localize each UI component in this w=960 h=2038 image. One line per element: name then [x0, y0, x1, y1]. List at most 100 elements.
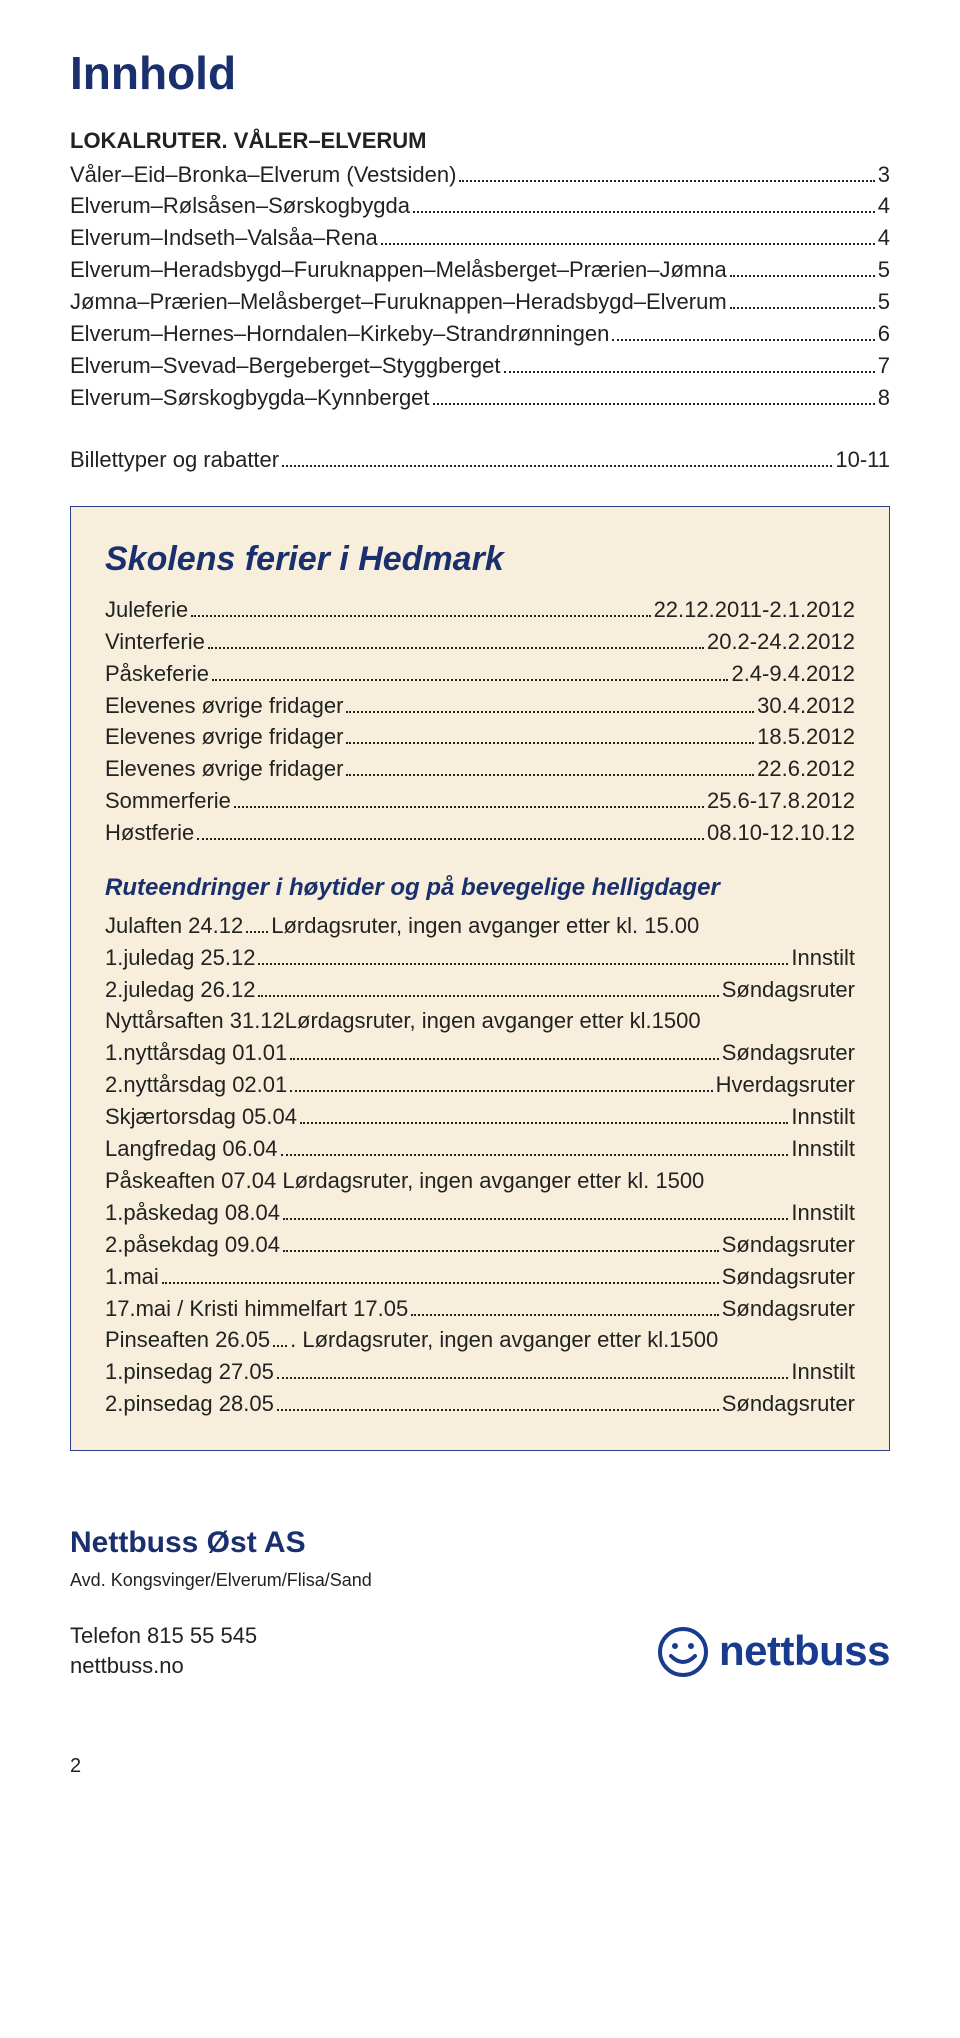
route-dots [411, 1314, 718, 1316]
route-row: Julaften 24.12 Lørdagsruter, ingen avgang… [105, 910, 855, 942]
route-row: 2.påsekdag 09.04Søndagsruter [105, 1229, 855, 1261]
ferie-dots [346, 742, 754, 744]
ferie-value: 20.2-24.2.2012 [707, 626, 855, 658]
route-dots [277, 1409, 719, 1411]
toc-dots [381, 243, 875, 245]
route-row: 1.juledag 25.12Innstilt [105, 942, 855, 974]
route-row: 1.påskedag 08.04 Innstilt [105, 1197, 855, 1229]
ferie-label: Høstferie [105, 817, 194, 849]
ferie-value: 08.10-12.10.12 [707, 817, 855, 849]
smile-icon [657, 1626, 709, 1678]
ferie-value: 22.12.2011-2.1.2012 [654, 594, 855, 626]
route-label: 1.påskedag 08.04 [105, 1197, 280, 1229]
route-label: 1.pinsedag 27.05 [105, 1356, 274, 1388]
route-mid: Lørdagsruter, ingen avganger etter kl. 1… [271, 910, 699, 942]
ferie-row: Elevenes øvrige fridager 18.5.2012 [105, 721, 855, 753]
toc-dots [730, 275, 875, 277]
route-value: Søndagsruter [722, 1037, 855, 1069]
ferie-row: Vinterferie 20.2-24.2.2012 [105, 626, 855, 658]
route-value: Søndagsruter [722, 974, 855, 1006]
ferie-dots [212, 679, 729, 681]
toc-row: Elverum–Indseth–Valsåa–Rena4 [70, 222, 890, 254]
route-dots [277, 1377, 789, 1379]
toc-page: 4 [878, 222, 890, 254]
route-value: Søndagsruter [722, 1229, 855, 1261]
nettbuss-logo: nettbuss [657, 1621, 890, 1682]
company-block: Nettbuss Øst AS Avd. Kongsvinger/Elverum… [70, 1521, 890, 1682]
route-row: Nyttårsaften 31.12Lørdagsruter, ingen av… [105, 1005, 855, 1037]
route-label: Nyttårsaften 31.12Lørdagsruter, ingen av… [105, 1005, 701, 1037]
ferie-dots [197, 838, 704, 840]
ferie-label: Sommerferie [105, 785, 231, 817]
toc-label: Våler–Eid–Bronka–Elverum (Vestsiden) [70, 159, 456, 191]
ferie-dots [346, 774, 754, 776]
toc-label: Elverum–Rølsåsen–Sørskogbygda [70, 190, 410, 222]
route-row: Skjærtorsdag 05.04Innstilt [105, 1101, 855, 1133]
route-label: 1.mai [105, 1261, 159, 1293]
toc-label: Elverum–Heradsbygd–Furuknappen–Melåsberg… [70, 254, 727, 286]
toc-dots [612, 339, 874, 341]
ferie-label: Elevenes øvrige fridager [105, 690, 343, 722]
route-label: Julaften 24.12 [105, 910, 243, 942]
route-dots [300, 1122, 788, 1124]
route-label: Påskeaften 07.04 Lørdagsruter, ingen avg… [105, 1165, 704, 1197]
ferie-label: Elevenes øvrige fridager [105, 753, 343, 785]
toc-label: Elverum–Svevad–Bergeberget–Styggberget [70, 350, 501, 382]
route-row: 1.pinsedag 27.05Innstilt [105, 1356, 855, 1388]
ferie-value: 30.4.2012 [757, 690, 855, 722]
ferie-row: Høstferie 08.10-12.10.12 [105, 817, 855, 849]
route-value: Hverdagsruter [716, 1069, 855, 1101]
toc-extra-row: Billettyper og rabatter 10-11 [70, 444, 890, 476]
route-dots [283, 1250, 719, 1252]
route-row: 17.mai / Kristi himmelfart 17.05Søndagsr… [105, 1293, 855, 1325]
route-row: Pinseaften 26.05. Lørdagsruter, ingen av… [105, 1324, 855, 1356]
toc-dots [730, 307, 875, 309]
ferie-dots [346, 711, 754, 713]
ferie-value: 25.6-17.8.2012 [707, 785, 855, 817]
route-label: Langfredag 06.04 [105, 1133, 278, 1165]
ferie-value: 22.6.2012 [757, 753, 855, 785]
panel-subheading: Ruteendringer i høytider og på bevegelig… [105, 871, 855, 906]
route-value: Innstilt [791, 1101, 855, 1133]
route-label: Pinseaften 26.05 [105, 1324, 270, 1356]
route-dots [283, 1218, 788, 1220]
toc-label: Elverum–Sørskogbygda–Kynnberget [70, 382, 430, 414]
company-contact: Telefon 815 55 545 nettbuss.no [70, 1621, 257, 1683]
company-department: Avd. Kongsvinger/Elverum/Flisa/Sand [70, 1567, 890, 1593]
ferie-row: Elevenes øvrige fridager 22.6.2012 [105, 753, 855, 785]
toc-page: 5 [878, 254, 890, 286]
route-value: Innstilt [791, 1197, 855, 1229]
route-dots [162, 1282, 719, 1284]
toc-page: 5 [878, 286, 890, 318]
toc-row: Elverum–Svevad–Bergeberget–Styggberget7 [70, 350, 890, 382]
route-change-list: Julaften 24.12 Lørdagsruter, ingen avgang… [105, 910, 855, 1420]
toc-page: 4 [878, 190, 890, 222]
toc-page: 6 [878, 318, 890, 350]
company-url: nettbuss.no [70, 1651, 257, 1682]
route-dots [290, 1058, 718, 1060]
route-dots [290, 1090, 712, 1092]
route-value: Søndagsruter [722, 1261, 855, 1293]
ferie-row: Juleferie22.12.2011-2.1.2012 [105, 594, 855, 626]
route-dots [273, 1345, 287, 1347]
ferie-label: Påskeferie [105, 658, 209, 690]
route-label: 2.nyttårsdag 02.01 [105, 1069, 287, 1101]
ferie-dots [191, 615, 650, 617]
route-row: 2.pinsedag 28.05Søndagsruter [105, 1388, 855, 1420]
toc-list: Våler–Eid–Bronka–Elverum (Vestsiden)3Elv… [70, 159, 890, 414]
toc-dots [433, 403, 875, 405]
toc-row: Våler–Eid–Bronka–Elverum (Vestsiden) 3 [70, 159, 890, 191]
holiday-panel: Skolens ferier i Hedmark Juleferie22.12.… [70, 506, 890, 1451]
route-dots [246, 931, 268, 933]
ferie-list: Juleferie22.12.2011-2.1.2012Vinterferie 2… [105, 594, 855, 849]
ferie-label: Elevenes øvrige fridager [105, 721, 343, 753]
toc-row: Elverum–Rølsåsen–Sørskogbygda 4 [70, 190, 890, 222]
toc-page: 3 [878, 159, 890, 191]
toc-row: Jømna–Prærien–Melåsberget–Furuknappen–He… [70, 286, 890, 318]
route-row: 1.mai Søndagsruter [105, 1261, 855, 1293]
ferie-value: 18.5.2012 [757, 721, 855, 753]
ferie-label: Vinterferie [105, 626, 205, 658]
route-dots [281, 1154, 789, 1156]
logo-text: nettbuss [719, 1621, 890, 1682]
company-phone: Telefon 815 55 545 [70, 1621, 257, 1652]
